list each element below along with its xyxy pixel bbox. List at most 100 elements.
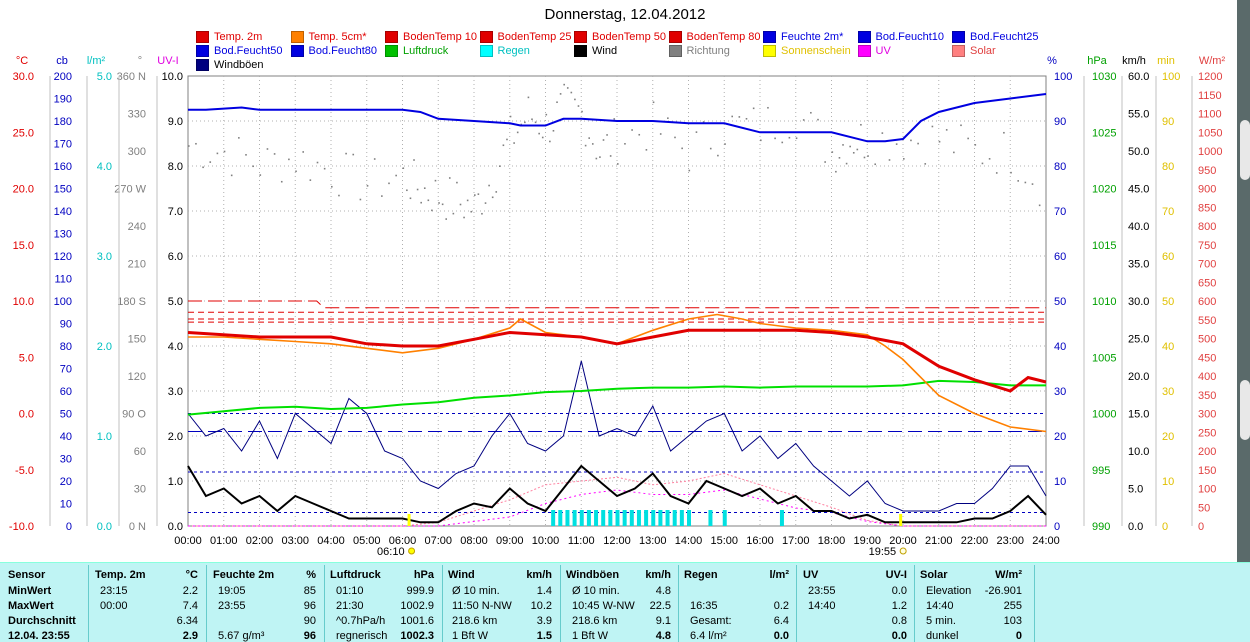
direction-point xyxy=(552,129,555,132)
weather-chart: 00:00 01:00 02:00 03:00 04:00 05:00 06:00 07:00… xyxy=(9,55,1226,558)
direction-point xyxy=(835,170,837,173)
axis-solar-tick: 50 xyxy=(1198,502,1210,514)
direction-point xyxy=(591,143,594,145)
direction-point xyxy=(188,145,190,147)
table-header-unit: W/m² xyxy=(995,569,1022,581)
direction-point xyxy=(888,159,891,161)
rain-bar xyxy=(722,510,727,526)
table-cell-label: 5.67 g/m³ xyxy=(218,630,265,642)
rain-bar xyxy=(572,510,577,526)
direction-point xyxy=(570,91,573,94)
direction-point xyxy=(499,165,501,167)
legend-swatch xyxy=(385,45,398,57)
table-separator xyxy=(324,565,325,642)
direction-point xyxy=(331,185,333,188)
direction-point xyxy=(606,134,608,136)
legend-item: Bod.Feucht25 xyxy=(952,30,1039,44)
direction-point xyxy=(960,124,962,127)
axis-press-tick: 1010 xyxy=(1092,296,1116,308)
direction-point xyxy=(202,166,204,169)
direction-point xyxy=(238,137,240,139)
x-tick-label: 03:00 xyxy=(281,535,309,547)
direction-point xyxy=(1017,180,1019,182)
legend-item: BodenTemp 50 xyxy=(574,30,666,44)
legend-label: BodenTemp 50 xyxy=(592,31,666,43)
axis-hum-tick: 40 xyxy=(1054,341,1066,353)
table-cell-label: 16:35 xyxy=(690,600,718,612)
direction-point xyxy=(545,113,548,116)
table-cell-value: 7.4 xyxy=(182,600,198,612)
rain-bar xyxy=(586,510,591,526)
table-cell-label: 218.6 km xyxy=(572,615,618,627)
table-cell-value: 0.0 xyxy=(773,630,789,642)
legend-swatch xyxy=(763,31,776,43)
axis-solar-tick: 0 xyxy=(1198,521,1204,533)
direction-point xyxy=(709,147,712,150)
direction-point xyxy=(599,156,601,158)
legend-swatch xyxy=(290,31,304,43)
axis-unit-cb: cb xyxy=(56,55,68,67)
direction-point xyxy=(788,136,791,139)
direction-point xyxy=(359,198,362,201)
axis-cb-tick: 60 xyxy=(60,386,72,398)
legend-label: Temp. 5cm* xyxy=(308,31,367,43)
axis-unit-dir: ° xyxy=(138,55,142,67)
legend-swatch xyxy=(763,45,776,57)
table-cell-label: 11:50 N-NW xyxy=(452,600,512,612)
direction-point xyxy=(534,121,537,124)
direction-point xyxy=(395,174,397,177)
table-separator xyxy=(88,565,89,642)
series-temp-2m xyxy=(187,328,1047,393)
direction-point xyxy=(423,187,426,189)
table-header: Temp. 2m xyxy=(95,569,146,581)
table-cell-value: 999.9 xyxy=(406,585,434,597)
axis-cb-tick: 140 xyxy=(54,206,72,218)
direction-point xyxy=(409,197,412,200)
legend-swatch xyxy=(479,45,493,57)
table-header: Luftdruck xyxy=(330,569,381,581)
axis-solar-tick: 1050 xyxy=(1198,127,1222,139)
axis-press-tick: 1005 xyxy=(1092,352,1116,364)
axis-uv-tick: 0.0 xyxy=(168,521,183,533)
legend-item: Wind xyxy=(574,44,617,58)
table-cell-value: 6.4 xyxy=(773,615,789,627)
direction-point xyxy=(845,162,848,165)
table-cell-label: 14:40 xyxy=(926,600,954,612)
direction-point xyxy=(824,161,826,163)
direction-point xyxy=(1003,131,1005,134)
direction-point xyxy=(434,179,437,182)
axis-solar-tick: 450 xyxy=(1198,352,1216,364)
table-header-unit: km/h xyxy=(526,569,552,581)
axis-solar-tick: 1100 xyxy=(1198,109,1222,121)
axis-wind-tick: 35.0 xyxy=(1128,259,1149,271)
rain-bar xyxy=(658,510,663,526)
table-header: UV xyxy=(803,569,819,581)
direction-point xyxy=(745,117,748,120)
table-header-unit: l/m² xyxy=(769,569,789,581)
direction-point xyxy=(1024,181,1027,184)
axis-rain-tick: 4.0 xyxy=(97,161,112,173)
legend-label: Bod.Feucht50 xyxy=(214,45,283,57)
rain-bar xyxy=(779,510,784,526)
direction-point xyxy=(995,172,998,174)
direction-point xyxy=(953,151,955,154)
direction-point xyxy=(881,132,884,134)
direction-point xyxy=(652,101,655,104)
table-cell-label: 14:40 xyxy=(808,600,836,612)
direction-point xyxy=(974,144,977,146)
legend-swatch xyxy=(479,31,493,43)
direction-point xyxy=(910,139,912,142)
legend-item: Bod.Feucht50 xyxy=(196,44,283,58)
axis-cb-tick: 40 xyxy=(60,431,72,443)
direction-point xyxy=(588,137,590,139)
axis-temp-tick: -5.0 xyxy=(15,465,34,477)
direction-point xyxy=(1031,183,1034,185)
axis-sun-tick: 70 xyxy=(1162,206,1174,218)
axis-press-tick: 995 xyxy=(1092,465,1110,477)
axis-unit-sun: min xyxy=(1157,55,1175,67)
table-cell-value: 0.2 xyxy=(773,600,789,612)
axis-rain-tick: 5.0 xyxy=(97,71,112,83)
axis-press-tick: 1000 xyxy=(1092,409,1116,421)
legend-swatch xyxy=(952,45,965,57)
axis-wind-tick: 40.0 xyxy=(1128,221,1149,233)
